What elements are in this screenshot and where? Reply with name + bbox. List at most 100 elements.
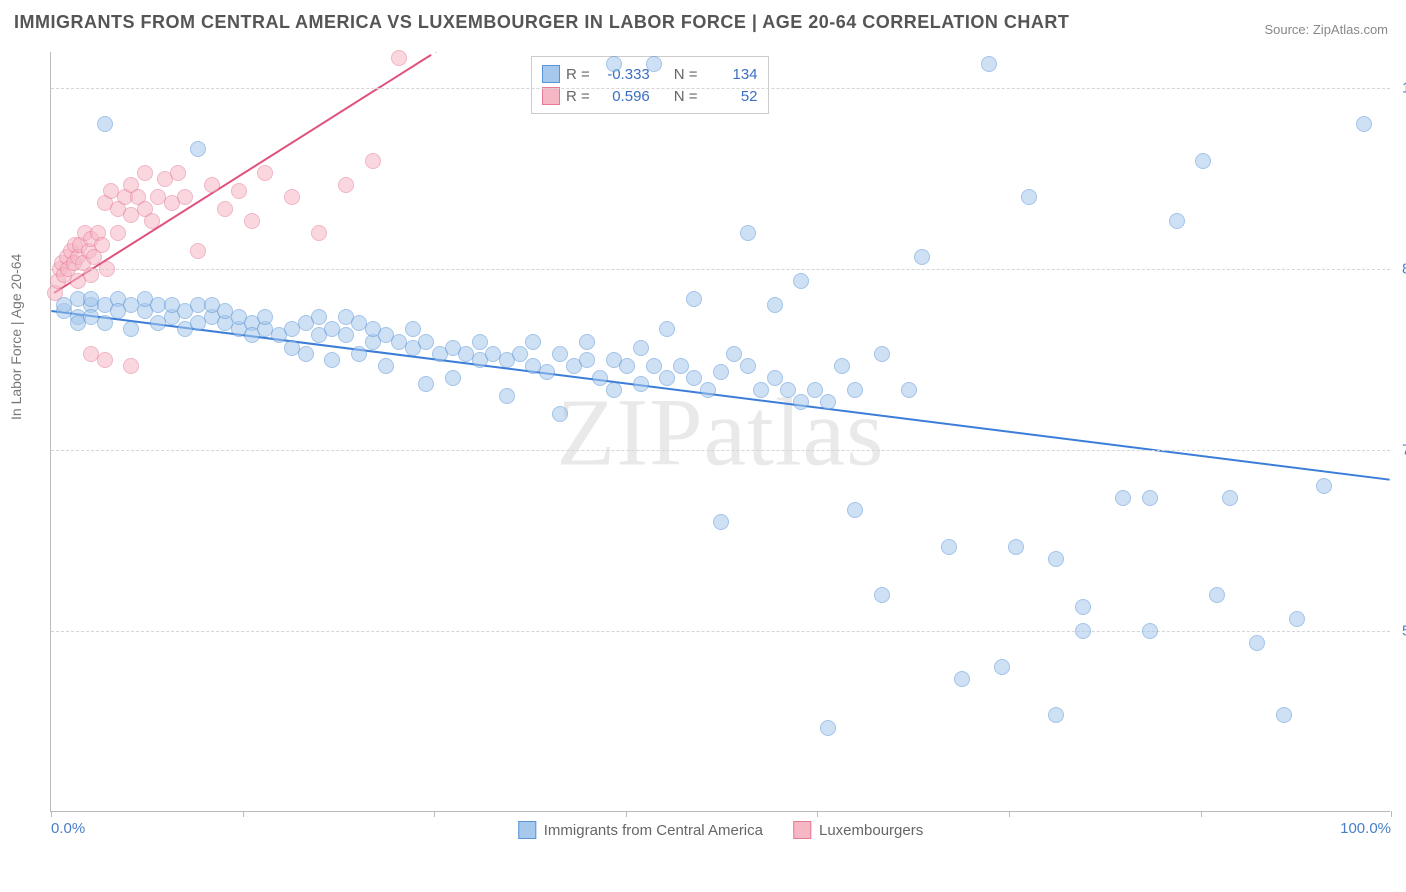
data-point-blue <box>97 116 113 132</box>
data-point-blue <box>874 587 890 603</box>
data-point-pink <box>97 352 113 368</box>
data-point-blue <box>1048 551 1064 567</box>
data-point-blue <box>311 309 327 325</box>
n-label: N = <box>674 66 698 83</box>
data-point-blue <box>1209 587 1225 603</box>
data-point-blue <box>874 346 890 362</box>
data-point-blue <box>1075 623 1091 639</box>
x-tick <box>51 811 52 817</box>
data-point-blue <box>753 382 769 398</box>
data-point-blue <box>472 334 488 350</box>
data-point-blue <box>659 321 675 337</box>
n-value-blue: 134 <box>704 66 758 83</box>
data-point-pink <box>137 165 153 181</box>
data-point-blue <box>123 321 139 337</box>
data-point-blue <box>633 376 649 392</box>
data-point-pink <box>123 358 139 374</box>
data-point-pink <box>391 50 407 66</box>
data-point-blue <box>713 514 729 530</box>
data-point-blue <box>97 315 113 331</box>
data-point-blue <box>418 334 434 350</box>
data-point-blue <box>673 358 689 374</box>
n-label: N = <box>674 88 698 105</box>
source-label: Source: ZipAtlas.com <box>1264 22 1388 37</box>
data-point-blue <box>445 370 461 386</box>
data-point-blue <box>579 334 595 350</box>
grid-line <box>51 631 1390 632</box>
data-point-blue <box>633 340 649 356</box>
data-point-blue <box>901 382 917 398</box>
swatch-blue <box>542 65 560 83</box>
data-point-blue <box>1289 611 1305 627</box>
data-point-blue <box>1249 635 1265 651</box>
data-point-blue <box>1115 490 1131 506</box>
r-label: R = <box>566 88 590 105</box>
data-point-blue <box>1142 623 1158 639</box>
legend-label-pink: Luxembourgers <box>819 822 923 839</box>
data-point-blue <box>1222 490 1238 506</box>
data-point-pink <box>94 237 110 253</box>
n-value-pink: 52 <box>704 88 758 105</box>
data-point-blue <box>298 346 314 362</box>
y-tick-label: 55.0% <box>1394 623 1406 640</box>
y-tick-label: 85.0% <box>1394 261 1406 278</box>
r-value-blue: -0.333 <box>596 66 650 83</box>
legend-item-blue: Immigrants from Central America <box>518 821 763 839</box>
data-point-blue <box>834 358 850 374</box>
data-point-blue <box>767 297 783 313</box>
data-point-pink <box>83 267 99 283</box>
grid-line <box>51 88 1390 89</box>
data-point-blue <box>1142 490 1158 506</box>
data-point-pink <box>257 165 273 181</box>
data-point-pink <box>244 213 260 229</box>
data-point-blue <box>378 358 394 374</box>
data-point-blue <box>686 291 702 307</box>
y-tick-label: 100.0% <box>1394 80 1406 97</box>
data-point-pink <box>311 225 327 241</box>
data-point-blue <box>767 370 783 386</box>
y-tick-label: 70.0% <box>1394 442 1406 459</box>
grid-line <box>51 450 1390 451</box>
data-point-blue <box>740 225 756 241</box>
data-point-pink <box>365 153 381 169</box>
data-point-blue <box>646 358 662 374</box>
data-point-blue <box>418 376 434 392</box>
data-point-pink <box>190 243 206 259</box>
data-point-blue <box>606 382 622 398</box>
data-point-pink <box>144 213 160 229</box>
data-point-blue <box>257 309 273 325</box>
data-point-blue <box>847 502 863 518</box>
data-point-blue <box>740 358 756 374</box>
data-point-blue <box>1021 189 1037 205</box>
data-point-blue <box>726 346 742 362</box>
data-point-pink <box>177 189 193 205</box>
data-point-blue <box>1169 213 1185 229</box>
data-point-pink <box>204 177 220 193</box>
data-point-blue <box>646 56 662 72</box>
x-tick-label-max: 100.0% <box>1340 820 1391 837</box>
data-point-blue <box>659 370 675 386</box>
y-axis-label: In Labor Force | Age 20-64 <box>8 254 24 420</box>
data-point-blue <box>619 358 635 374</box>
data-point-blue <box>1075 599 1091 615</box>
data-point-blue <box>994 659 1010 675</box>
x-tick <box>1391 811 1392 817</box>
data-point-blue <box>190 141 206 157</box>
data-point-pink <box>170 165 186 181</box>
swatch-pink <box>542 87 560 105</box>
x-tick-label-min: 0.0% <box>51 820 85 837</box>
x-tick <box>817 811 818 817</box>
data-point-blue <box>579 352 595 368</box>
grid-line <box>51 269 1390 270</box>
data-point-pink <box>217 201 233 217</box>
data-point-pink <box>284 189 300 205</box>
data-point-blue <box>351 346 367 362</box>
data-point-blue <box>525 334 541 350</box>
data-point-blue <box>606 56 622 72</box>
data-point-blue <box>713 364 729 380</box>
legend-item-pink: Luxembourgers <box>793 821 923 839</box>
x-tick <box>243 811 244 817</box>
x-tick <box>1201 811 1202 817</box>
data-point-pink <box>338 177 354 193</box>
legend-label-blue: Immigrants from Central America <box>544 822 763 839</box>
